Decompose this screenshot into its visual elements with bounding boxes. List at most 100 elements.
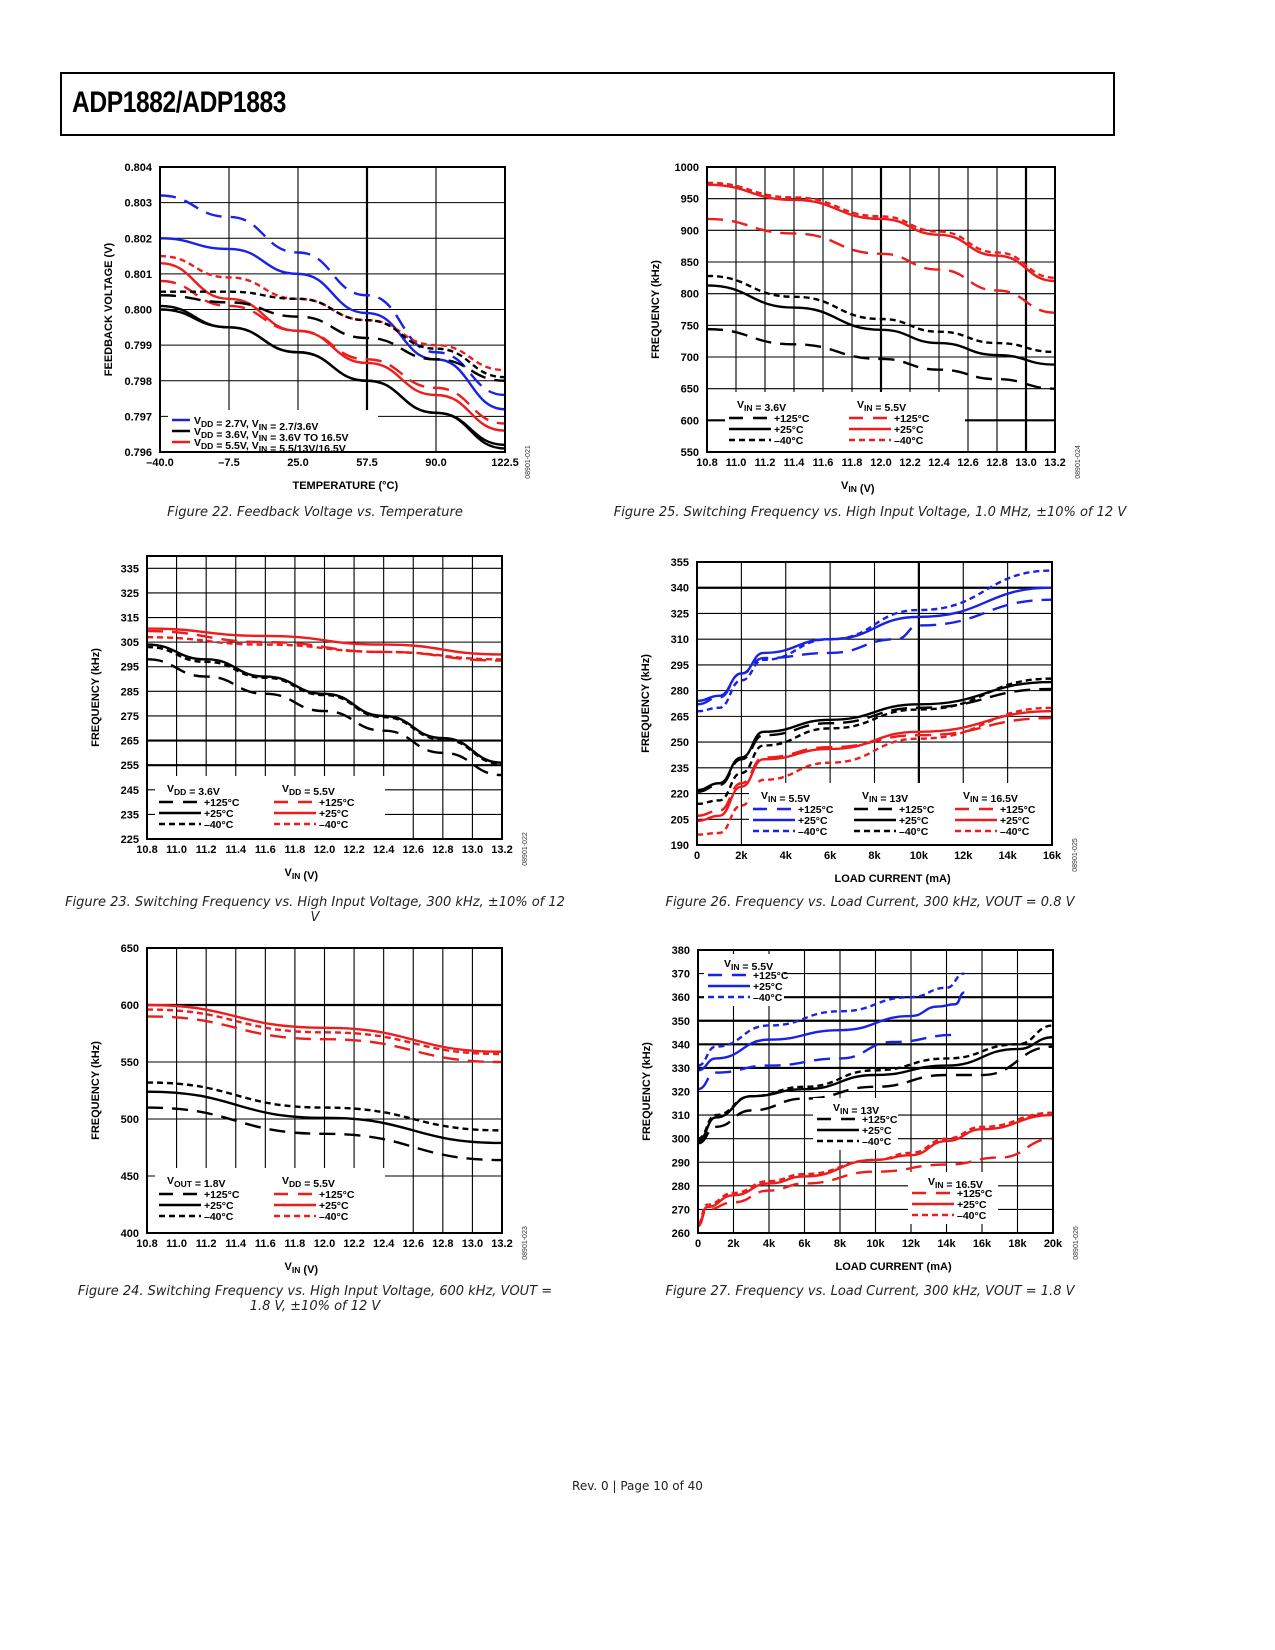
y-tick-label: 285 xyxy=(121,686,139,698)
y-tick-label: 700 xyxy=(681,352,699,364)
y-tick-label: 950 xyxy=(681,194,699,206)
y-tick-label: 0.797 xyxy=(124,411,152,423)
legend-title: VDD = 3.6V xyxy=(167,783,220,798)
y-tick-label: 315 xyxy=(121,613,139,625)
y-tick-label: 900 xyxy=(681,225,699,237)
legend-label: +25°C xyxy=(753,981,783,993)
figure-code: 08901-021 xyxy=(525,445,532,479)
legend-label: VDD = 2.7V, VIN = 2.7/3.6V xyxy=(194,415,318,433)
y-tick-label: 265 xyxy=(121,736,139,748)
series-line-2 xyxy=(696,598,1053,706)
series-line-5 xyxy=(697,1045,1054,1145)
x-tick-label: 16k xyxy=(1043,850,1062,862)
series-line-6 xyxy=(697,1113,1054,1228)
y-tick-label: 270 xyxy=(672,1204,690,1216)
y-axis-label: FREQUENCY (kHz) xyxy=(650,260,662,359)
figure-code: 08901-026 xyxy=(1073,1226,1080,1260)
legend-title: VIN = 16.5V xyxy=(928,1176,983,1191)
y-tick-label: 350 xyxy=(672,1016,690,1028)
caption-fig24: Figure 24. Switching Frequency vs. High … xyxy=(77,1284,553,1314)
x-tick-label: 12.2 xyxy=(899,457,920,469)
x-tick-label: 12.6 xyxy=(403,844,424,856)
x-tick-label: 14k xyxy=(998,850,1017,862)
series-line-1 xyxy=(696,586,1053,703)
x-tick-label: 90.0 xyxy=(425,457,446,469)
y-tick-label: 0.798 xyxy=(124,376,152,388)
x-tick-label: –7.5 xyxy=(218,457,239,469)
x-tick-label: 11.6 xyxy=(255,844,276,856)
legend-bg xyxy=(749,783,1052,844)
y-tick-label: 380 xyxy=(672,945,690,957)
x-tick-label: 11.4 xyxy=(784,457,806,469)
legend-label: +125°C xyxy=(957,1188,993,1200)
figure-code: 08901-022 xyxy=(522,832,529,866)
x-tick-label: 13.2 xyxy=(491,1238,512,1250)
page-title: ADP1882/ADP1883 xyxy=(72,86,287,119)
x-tick-label: 11.0 xyxy=(166,1238,187,1250)
x-tick-label: 11.6 xyxy=(255,1238,276,1250)
chart-fig22: VDD = 2.7V, VIN = 2.7/3.6V VDD = 3.6V, VI… xyxy=(90,155,545,507)
y-tick-label: 340 xyxy=(672,1039,690,1051)
y-tick-label: 650 xyxy=(681,384,699,396)
x-tick-label: 12.0 xyxy=(314,844,335,856)
y-tick-label: 305 xyxy=(121,637,139,649)
x-tick-label: 12.8 xyxy=(986,457,1007,469)
legend-label: +125°C xyxy=(204,797,240,809)
x-tick-label: 12.6 xyxy=(957,457,978,469)
legend-label: +125°C xyxy=(1000,804,1036,816)
legend-label: +125°C xyxy=(204,1189,240,1201)
x-tick-label: –40.0 xyxy=(146,457,174,469)
figure-code: 08901-024 xyxy=(1075,445,1082,479)
series-line-5 xyxy=(146,658,503,777)
legend-title: VIN = 5.5V xyxy=(857,399,906,414)
y-tick-label: 225 xyxy=(121,834,139,846)
legend-title: VDD = 5.5V xyxy=(282,1175,335,1190)
figure-code: 08901-023 xyxy=(522,1226,529,1260)
series-line-7 xyxy=(696,716,1053,818)
legend-title: VIN = 5.5V xyxy=(724,958,773,973)
plot-frame xyxy=(146,947,503,1234)
x-tick-label: 10.8 xyxy=(696,457,717,469)
legend-label: –40°C xyxy=(862,1136,892,1148)
x-tick-label: 122.5 xyxy=(491,457,519,469)
x-tick-label: 0 xyxy=(694,850,700,862)
x-tick-label: 12k xyxy=(954,850,973,862)
y-tick-label: 370 xyxy=(672,969,690,981)
y-tick-label: 320 xyxy=(672,1087,690,1099)
x-tick-label: 16k xyxy=(973,1238,992,1250)
legend-title: VDD = 5.5V xyxy=(282,783,335,798)
x-tick-label: 10.8 xyxy=(136,1238,157,1250)
legend-label: +125°C xyxy=(753,970,789,982)
legend-label: –40°C xyxy=(204,819,234,831)
series-line-3 xyxy=(696,680,1053,792)
y-tick-label: 550 xyxy=(121,1057,139,1069)
y-axis-label: FREQUENCY (kHz) xyxy=(90,648,102,747)
legend-label: –40°C xyxy=(204,1211,234,1223)
legend-label: +25°C xyxy=(899,815,929,827)
y-tick-label: 0.796 xyxy=(124,447,152,459)
legend-group: VIN = 13V+125°C+25°C–40°C xyxy=(813,1098,898,1150)
y-axis-label: FREQUENCY (kHz) xyxy=(90,1041,102,1140)
legend-label: +25°C xyxy=(957,1199,987,1211)
chart-fig27: VIN = 5.5V +125°C +25°C –40°C VIN = 13V +125°… xyxy=(641,940,1093,1288)
x-tick-label: 2k xyxy=(727,1238,740,1250)
y-tick-label: 235 xyxy=(121,809,139,821)
legend-label: +125°C xyxy=(774,413,810,425)
legend-label: +125°C xyxy=(319,797,355,809)
legend-label: +25°C xyxy=(319,1200,349,1212)
x-tick-label: 8k xyxy=(868,850,881,862)
x-tick-label: 13.0 xyxy=(1015,457,1036,469)
x-tick-label: 13.0 xyxy=(462,1238,483,1250)
legend-label: –40°C xyxy=(1000,826,1030,838)
legend-label: +25°C xyxy=(1000,815,1030,827)
x-tick-label: 57.5 xyxy=(356,457,377,469)
caption-fig25: Figure 25. Switching Frequency vs. High … xyxy=(613,505,1127,520)
series-line-4 xyxy=(146,1090,503,1145)
x-tick-label: 11.6 xyxy=(813,457,834,469)
